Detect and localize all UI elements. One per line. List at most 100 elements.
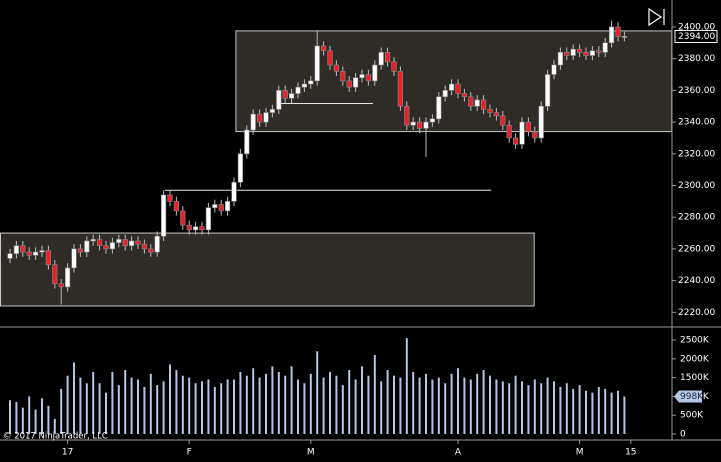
volume-bar bbox=[162, 381, 165, 434]
candle-body bbox=[544, 74, 551, 107]
volume-bar bbox=[9, 400, 11, 434]
candle-body bbox=[52, 264, 58, 285]
candle-body bbox=[141, 243, 148, 250]
volume-bar bbox=[425, 373, 427, 434]
candle-body bbox=[180, 210, 186, 226]
candle-body bbox=[512, 137, 519, 145]
candle-body bbox=[372, 64, 378, 82]
volume-bar bbox=[514, 375, 517, 434]
candle-body bbox=[295, 86, 301, 94]
volume-bar bbox=[341, 385, 344, 434]
volume-bar bbox=[386, 370, 389, 434]
volume-bar bbox=[28, 396, 31, 434]
volume-bar bbox=[233, 379, 235, 434]
candle-body bbox=[589, 50, 595, 56]
volume-bar bbox=[316, 351, 319, 434]
candle-body bbox=[97, 239, 103, 247]
volume-bar bbox=[546, 377, 549, 434]
x-tick-label: A bbox=[455, 448, 462, 458]
candle-body bbox=[45, 250, 51, 266]
candle-body bbox=[237, 153, 244, 183]
volume-bar bbox=[188, 377, 191, 434]
copyright: © 2017 NinjaTrader, LLC bbox=[3, 432, 108, 442]
volume-bar bbox=[117, 385, 120, 434]
volume-bar bbox=[309, 373, 312, 434]
candle-body bbox=[244, 129, 250, 155]
candle-body bbox=[314, 45, 320, 82]
candle-body bbox=[404, 105, 410, 126]
volume-bar bbox=[329, 371, 331, 434]
candle-body bbox=[365, 74, 372, 82]
candle-body bbox=[416, 121, 423, 129]
volume-bar bbox=[201, 381, 203, 434]
y2-tick-label: 0 bbox=[680, 429, 686, 439]
candle-body bbox=[391, 61, 397, 72]
candle-body bbox=[352, 77, 359, 88]
volume-bar bbox=[207, 379, 210, 434]
candle-body bbox=[199, 226, 205, 231]
candle-body bbox=[506, 124, 512, 139]
candle-body bbox=[301, 83, 308, 88]
volume-bar bbox=[21, 407, 24, 434]
volume-bar bbox=[617, 390, 619, 434]
volume-bar bbox=[194, 383, 197, 434]
volume-bar bbox=[47, 405, 50, 434]
volume-bar bbox=[521, 381, 523, 434]
candle-body bbox=[122, 239, 128, 247]
volume-bar bbox=[130, 377, 133, 434]
candle-body bbox=[621, 36, 627, 38]
candle-body bbox=[384, 52, 391, 63]
volume-bar bbox=[34, 409, 37, 434]
volume-bar bbox=[322, 377, 325, 434]
candle-body bbox=[32, 251, 39, 256]
volume-bar bbox=[533, 379, 536, 434]
candle-body bbox=[455, 83, 461, 94]
volume-bar bbox=[85, 383, 88, 434]
volume-bar bbox=[405, 338, 408, 434]
candle-body bbox=[276, 90, 282, 110]
candle-body bbox=[423, 121, 429, 129]
y-tick-label: 2280.00 bbox=[678, 213, 715, 223]
volume-bar bbox=[105, 392, 107, 434]
volume-bar bbox=[597, 386, 600, 434]
candle-body bbox=[576, 48, 583, 53]
candle-body bbox=[263, 112, 269, 123]
play-icon[interactable] bbox=[648, 7, 665, 27]
candle-body bbox=[103, 245, 109, 250]
x-tick-label: 17 bbox=[62, 448, 73, 458]
volume-bar bbox=[226, 379, 229, 434]
x-tick-label: 15 bbox=[625, 448, 636, 458]
candle-body bbox=[20, 245, 26, 253]
play-triangle[interactable] bbox=[648, 7, 663, 27]
volume-bar bbox=[610, 392, 613, 434]
volume-bar bbox=[450, 373, 453, 434]
volume-bar bbox=[508, 383, 511, 434]
volume-bar bbox=[53, 418, 56, 434]
candle-body bbox=[320, 45, 327, 52]
volume-bar bbox=[290, 366, 293, 434]
volume-bar bbox=[348, 370, 351, 434]
volume-bar bbox=[169, 364, 171, 434]
volume-bar bbox=[181, 375, 184, 434]
volume-bar bbox=[156, 385, 159, 434]
candle-body bbox=[551, 64, 557, 75]
candle-body bbox=[250, 113, 256, 131]
y2-tick-label: 1500K bbox=[680, 373, 710, 383]
volume-bar bbox=[111, 371, 114, 434]
current-price-label: 2394.00 bbox=[678, 32, 715, 42]
candle-body bbox=[167, 194, 173, 202]
candle-body bbox=[135, 240, 141, 245]
volume-bar bbox=[175, 370, 178, 434]
volume-bar bbox=[367, 375, 370, 434]
candle-body bbox=[538, 105, 544, 139]
candle-body bbox=[448, 83, 455, 91]
candle-body bbox=[212, 204, 218, 208]
current-price-box bbox=[674, 29, 718, 43]
candle-body bbox=[154, 235, 160, 253]
volume-bar bbox=[265, 373, 267, 434]
candle-body bbox=[436, 96, 442, 120]
volume-bar bbox=[284, 375, 287, 434]
volume-bar bbox=[476, 373, 479, 434]
volume-bar bbox=[540, 383, 543, 434]
volume-bar bbox=[252, 368, 255, 434]
